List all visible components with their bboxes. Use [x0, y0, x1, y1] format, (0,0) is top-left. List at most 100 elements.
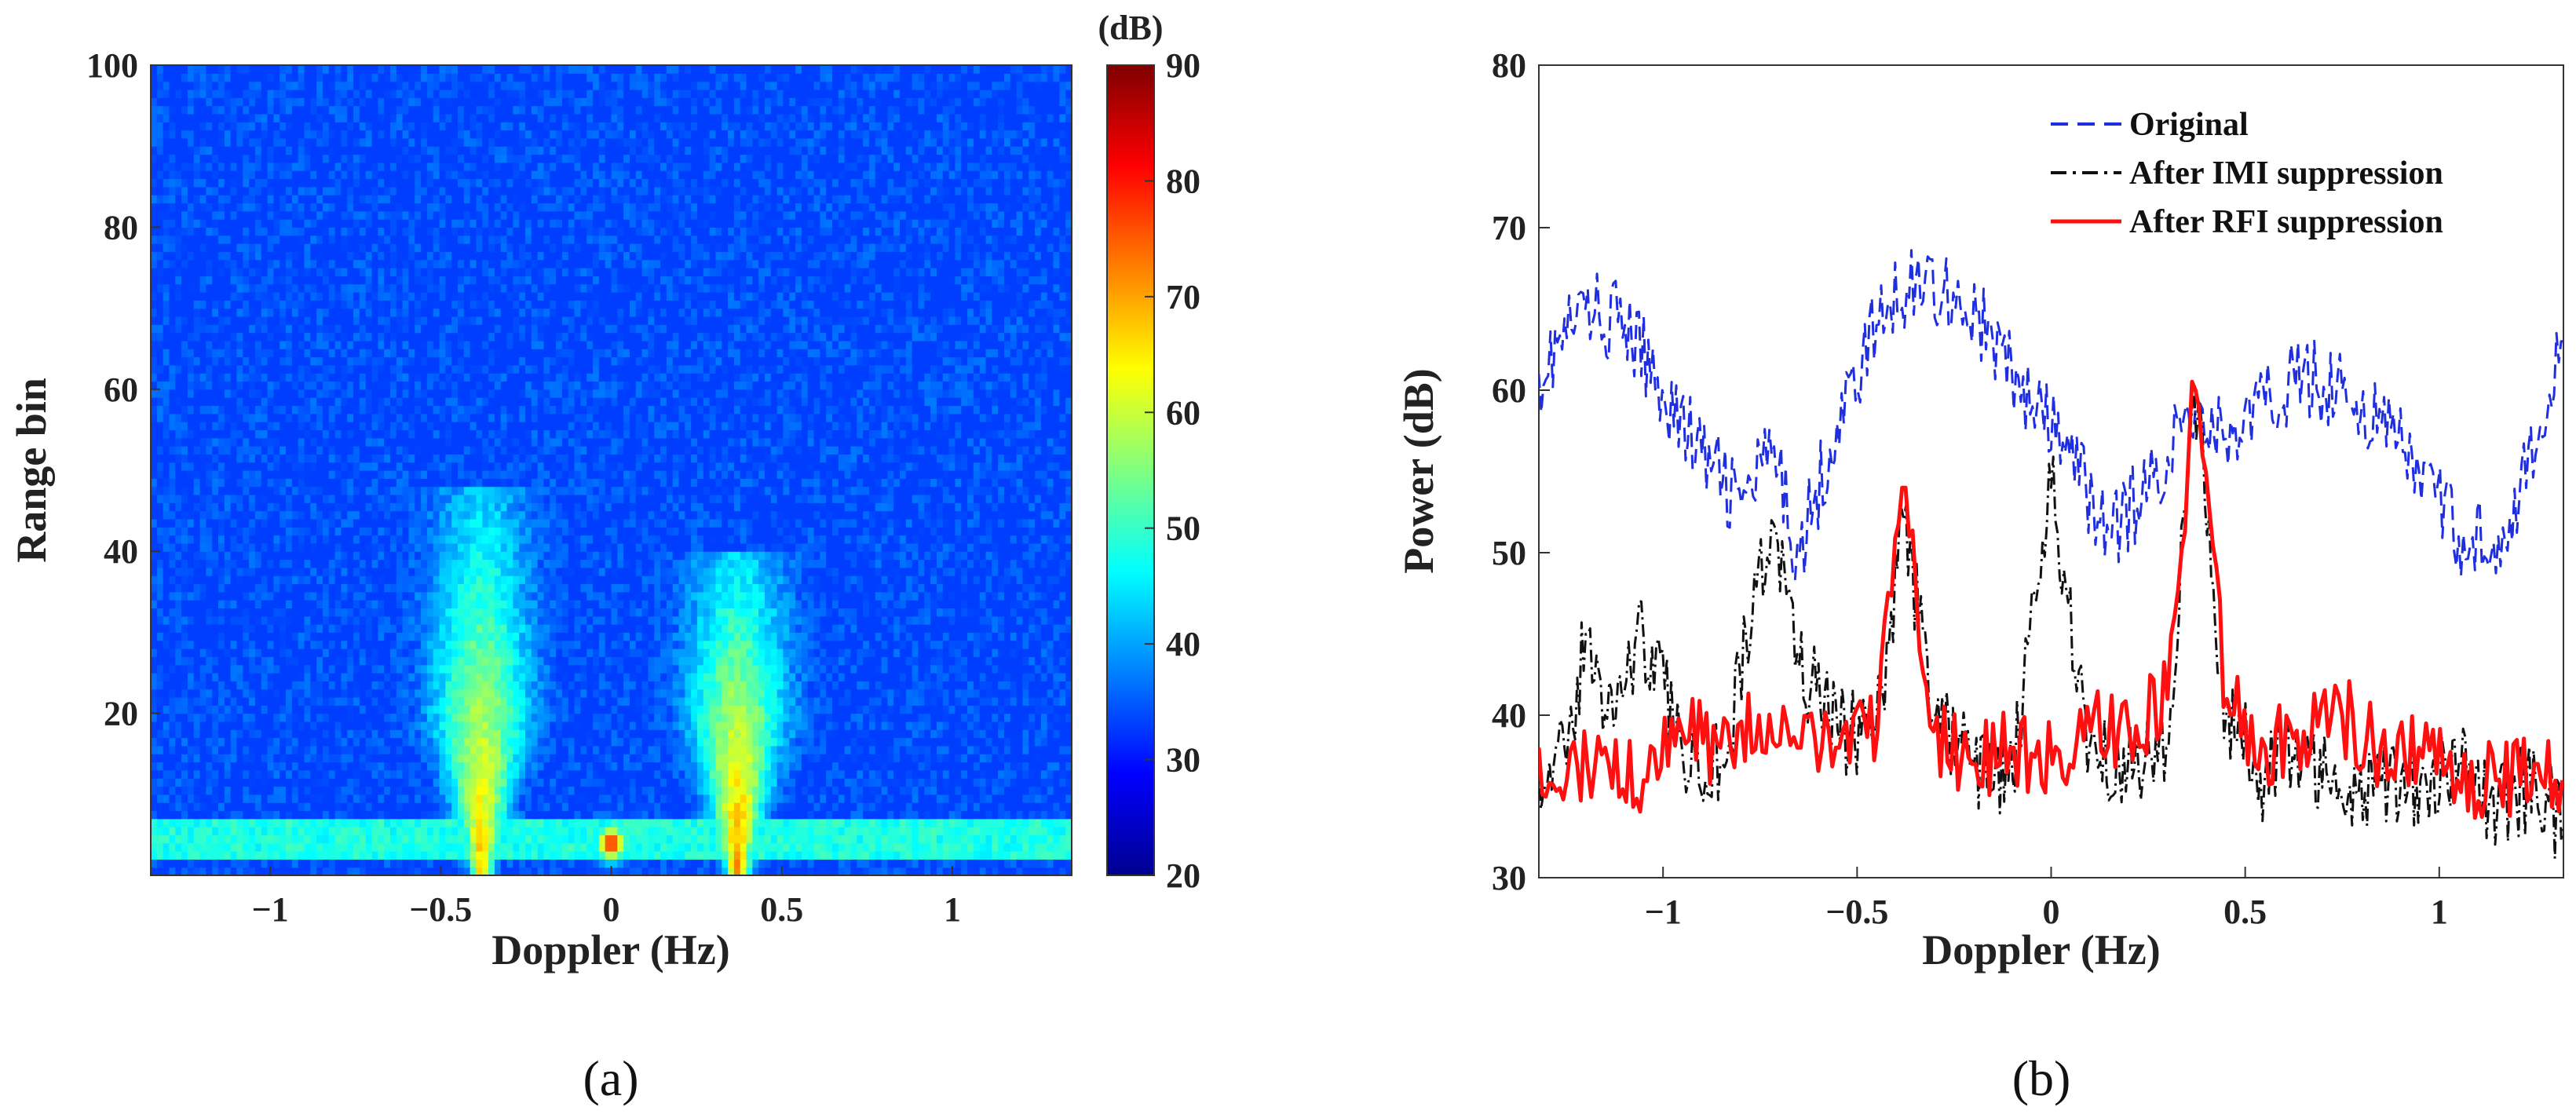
- heatmap-cell: [267, 494, 274, 503]
- heatmap-cell: [193, 251, 201, 261]
- heatmap-cell: [426, 251, 434, 261]
- heatmap-cell: [212, 615, 219, 625]
- heatmap-cell: [156, 308, 164, 317]
- heatmap-cell: [151, 615, 158, 625]
- heatmap-cell: [151, 373, 158, 382]
- heatmap-cell: [421, 559, 428, 568]
- heatmap-cell: [426, 349, 434, 358]
- heatmap-cell: [280, 640, 287, 649]
- heatmap-cell: [175, 89, 182, 98]
- heatmap-cell: [261, 113, 269, 122]
- heatmap-cell: [365, 778, 373, 787]
- heatmap-cell: [396, 89, 404, 98]
- heatmap-cell: [328, 486, 336, 495]
- heatmap-cell: [206, 696, 213, 706]
- heatmap-cell: [310, 381, 317, 390]
- heatmap-cell: [445, 542, 452, 552]
- heatmap-cell: [402, 673, 410, 681]
- heatmap-cell: [365, 696, 373, 706]
- heatmap-cell: [415, 591, 422, 601]
- heatmap-cell: [334, 340, 342, 349]
- heatmap-cell: [169, 640, 176, 649]
- heatmap-cell: [341, 470, 348, 479]
- heatmap-cell: [236, 681, 243, 690]
- heatmap-cell: [181, 859, 188, 868]
- heatmap-cell: [371, 518, 378, 528]
- heatmap-cell: [445, 316, 452, 325]
- heatmap-cell: [310, 478, 317, 488]
- heatmap-cell: [224, 81, 232, 90]
- heatmap-cell: [230, 340, 238, 349]
- heatmap-cell: [151, 754, 158, 763]
- heatmap-cell: [426, 696, 434, 706]
- heatmap-cell: [396, 705, 404, 714]
- heatmap-cell: [389, 389, 397, 398]
- heatmap-cell: [254, 713, 262, 722]
- heatmap-cell: [421, 818, 428, 827]
- heatmap-cell: [341, 762, 348, 771]
- heatmap-cell: [254, 754, 262, 763]
- heatmap-cell: [298, 688, 305, 698]
- heatmap-cell: [261, 195, 269, 204]
- heatmap-cell: [426, 600, 434, 609]
- heatmap-cell: [396, 422, 404, 430]
- heatmap-cell: [402, 283, 410, 293]
- heatmap-cell: [322, 437, 330, 447]
- heatmap-cell: [163, 210, 170, 220]
- heatmap-cell: [218, 73, 225, 82]
- heatmap-cell: [254, 551, 262, 561]
- heatmap-cell: [426, 429, 434, 439]
- heatmap-cell: [163, 802, 170, 812]
- heatmap-cell: [445, 186, 452, 195]
- heatmap-cell: [426, 437, 434, 447]
- heatmap-cell: [224, 268, 232, 276]
- heatmap-cell: [243, 195, 250, 204]
- heatmap-cell: [218, 835, 225, 844]
- heatmap-cell: [193, 349, 201, 358]
- heatmap-cell: [402, 300, 410, 309]
- heatmap-cell: [433, 105, 440, 115]
- heatmap-cell: [439, 186, 446, 195]
- heatmap-cell: [236, 462, 243, 471]
- heatmap-cell: [286, 867, 293, 876]
- heatmap-cell: [156, 600, 164, 609]
- heatmap-cell: [408, 567, 415, 576]
- heatmap-cell: [261, 203, 269, 212]
- heatmap-cell: [151, 778, 158, 787]
- heatmap-cell: [322, 713, 330, 722]
- heatmap-cell: [156, 615, 164, 625]
- heatmap-cell: [163, 349, 170, 358]
- heatmap-cell: [230, 276, 238, 285]
- heatmap-cell: [243, 810, 250, 820]
- heatmap-cell: [230, 608, 238, 617]
- heatmap-cell: [433, 851, 440, 860]
- heatmap-cell: [261, 688, 269, 698]
- heatmap-cell: [316, 422, 323, 430]
- heatmap-cell: [396, 615, 404, 625]
- heatmap-cell: [261, 227, 269, 236]
- heatmap-cell: [243, 356, 250, 366]
- heatmap-cell: [230, 405, 238, 415]
- heatmap-cell: [249, 673, 256, 681]
- heatmap-cell: [402, 178, 410, 188]
- heatmap-cell: [445, 794, 452, 803]
- heatmap-cell: [286, 721, 293, 730]
- heatmap-cell: [193, 268, 201, 276]
- heatmap-cell: [212, 170, 219, 180]
- heatmap-cell: [402, 745, 410, 754]
- heatmap-cell: [371, 340, 378, 349]
- heatmap-cell: [347, 696, 354, 706]
- heatmap-cell: [249, 478, 256, 488]
- heatmap-cell: [175, 510, 182, 520]
- heatmap-cell: [334, 818, 342, 827]
- heatmap-cell: [408, 162, 415, 171]
- heatmap-cell: [426, 170, 434, 180]
- heatmap-cell: [328, 389, 336, 398]
- heatmap-cell: [273, 518, 280, 528]
- heatmap-cell: [243, 89, 250, 98]
- heatmap-cell: [218, 122, 225, 131]
- heatmap-cell: [334, 769, 342, 779]
- heatmap-cell: [359, 130, 367, 139]
- heatmap-cell: [286, 575, 293, 585]
- heatmap-cell: [181, 276, 188, 285]
